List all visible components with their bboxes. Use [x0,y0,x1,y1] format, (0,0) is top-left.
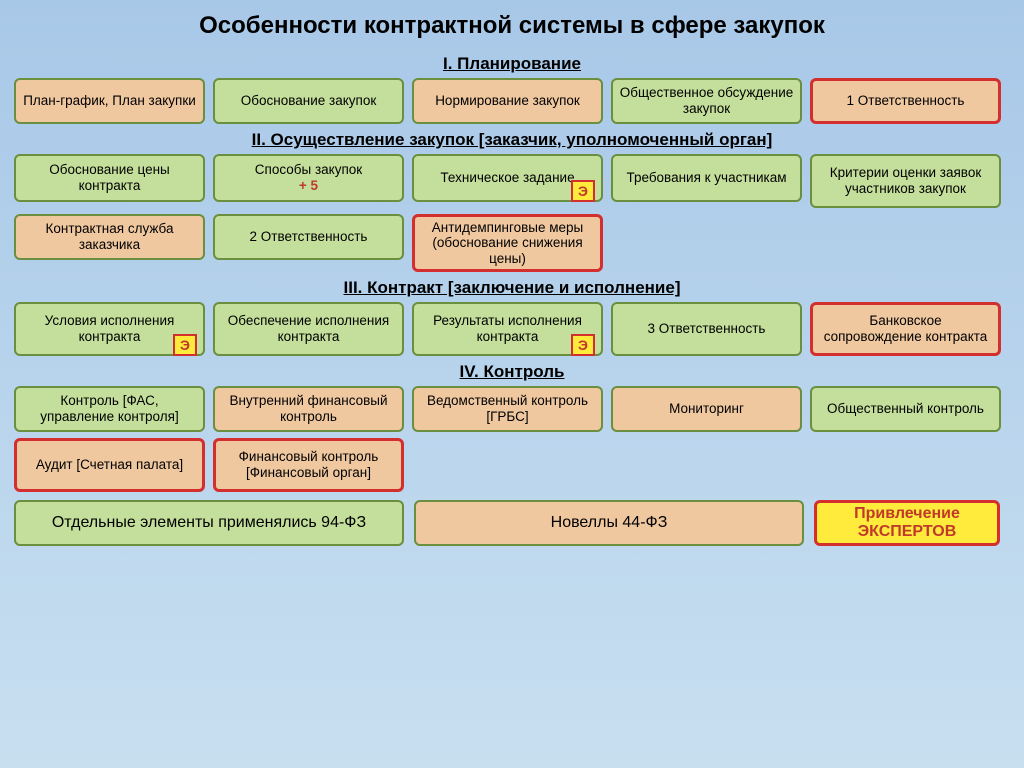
box-label: 3 Ответственность [648,321,766,337]
box-label: Техническое задание [440,170,574,186]
box-label: Общественное обсуждение закупок [619,85,794,116]
box-label: Контрактная служба заказчика [22,221,197,252]
row-3: Условия исполнения контрактаЭОбеспечение… [0,302,1024,356]
row2b-item-2: Антидемпинговые меры (обоснование снижен… [412,214,603,272]
section3-header: III. Контракт [заключение и исполнение] [0,278,1024,298]
box-label: Мониторинг [669,401,744,417]
box-label: Результаты исполнения контракта [420,313,595,344]
box-label: Критерии оценки заявок участников закупо… [818,165,993,196]
box-label: Требования к участникам [626,170,786,186]
box-label: Обоснование закупок [241,93,376,109]
box-label: Способы закупок [255,162,362,178]
row2-item-2: Техническое заданиеЭ [412,154,603,202]
box-label: Обоснование цены контракта [22,162,197,193]
row1-item-4: 1 Ответственность [810,78,1001,124]
box-label: Обеспечение исполнения контракта [221,313,396,344]
legend-experts: Привлечение ЭКСПЕРТОВ [814,500,1000,546]
box-label: Аудит [Счетная палата] [36,457,183,473]
box-label: Банковское сопровождение контракта [819,313,992,344]
row2-item-1: Способы закупок+ 5 [213,154,404,202]
row2-item-0: Обоснование цены контракта [14,154,205,202]
row-4: Контроль [ФАС, управление контроля] Внутр… [0,386,1024,432]
legend-prior: Отдельные элементы применялись 94-ФЗ [14,500,404,546]
row2b-item-1: 2 Ответственность [213,214,404,260]
row4-item-0: Контроль [ФАС, управление контроля] [14,386,205,432]
row2b-item-0: Контрактная служба заказчика [14,214,205,260]
legend-row: Отдельные элементы применялись 94-ФЗ Нов… [0,500,1024,546]
row4b-item-1: Финансовый контроль [Финансовый орган] [213,438,404,492]
row-2b: Контрактная служба заказчика 2 Ответствен… [0,214,1024,272]
box-label: Условия исполнения контракта [22,313,197,344]
row4-item-4: Общественный контроль [810,386,1001,432]
legend-novel: Новеллы 44-ФЗ [414,500,804,546]
row3-item-0: Условия исполнения контрактаЭ [14,302,205,356]
row-4b: Аудит [Счетная палата] Финансовый контрол… [0,438,1024,492]
box-label: План-график, План закупки [23,93,196,109]
box-label: Контроль [ФАС, управление контроля] [22,393,197,424]
row3-item-3: 3 Ответственность [611,302,802,356]
expert-badge: Э [571,180,595,202]
box-label: Нормирование закупок [435,93,580,109]
row1-item-1: Обоснование закупок [213,78,404,124]
row2-item-3: Требования к участникам [611,154,802,202]
page-title: Особенности контрактной системы в сфере … [0,0,1024,48]
expert-badge: Э [173,334,197,356]
box-label: 1 Ответственность [847,93,965,109]
row4-item-1: Внутренний финансовый контроль [213,386,404,432]
box-sublabel: + 5 [299,178,318,194]
row-2: Обоснование цены контракта Способы закупо… [0,154,1024,208]
expert-badge: Э [571,334,595,356]
row4-item-3: Мониторинг [611,386,802,432]
row2-item-4: Критерии оценки заявок участников закупо… [810,154,1001,208]
row3-item-4: Банковское сопровождение контракта [810,302,1001,356]
row4b-item-0: Аудит [Счетная палата] [14,438,205,492]
box-label: Антидемпинговые меры (обоснование снижен… [421,220,594,267]
row1-item-2: Нормирование закупок [412,78,603,124]
row1-item-0: План-график, План закупки [14,78,205,124]
row-1: План-график, План закупки Обоснование зак… [0,78,1024,124]
row3-item-2: Результаты исполнения контрактаЭ [412,302,603,356]
box-label: Ведомственный контроль [ГРБС] [420,393,595,424]
section2-header: II. Осуществление закупок [заказчик, упо… [0,130,1024,150]
box-label: Внутренний финансовый контроль [221,393,396,424]
section1-header: I. Планирование [0,54,1024,74]
section4-header: IV. Контроль [0,362,1024,382]
row4-item-2: Ведомственный контроль [ГРБС] [412,386,603,432]
row3-item-1: Обеспечение исполнения контракта [213,302,404,356]
box-label: Общественный контроль [827,401,984,417]
box-label: Финансовый контроль [Финансовый орган] [222,449,395,480]
box-label: 2 Ответственность [250,229,368,245]
row1-item-3: Общественное обсуждение закупок [611,78,802,124]
